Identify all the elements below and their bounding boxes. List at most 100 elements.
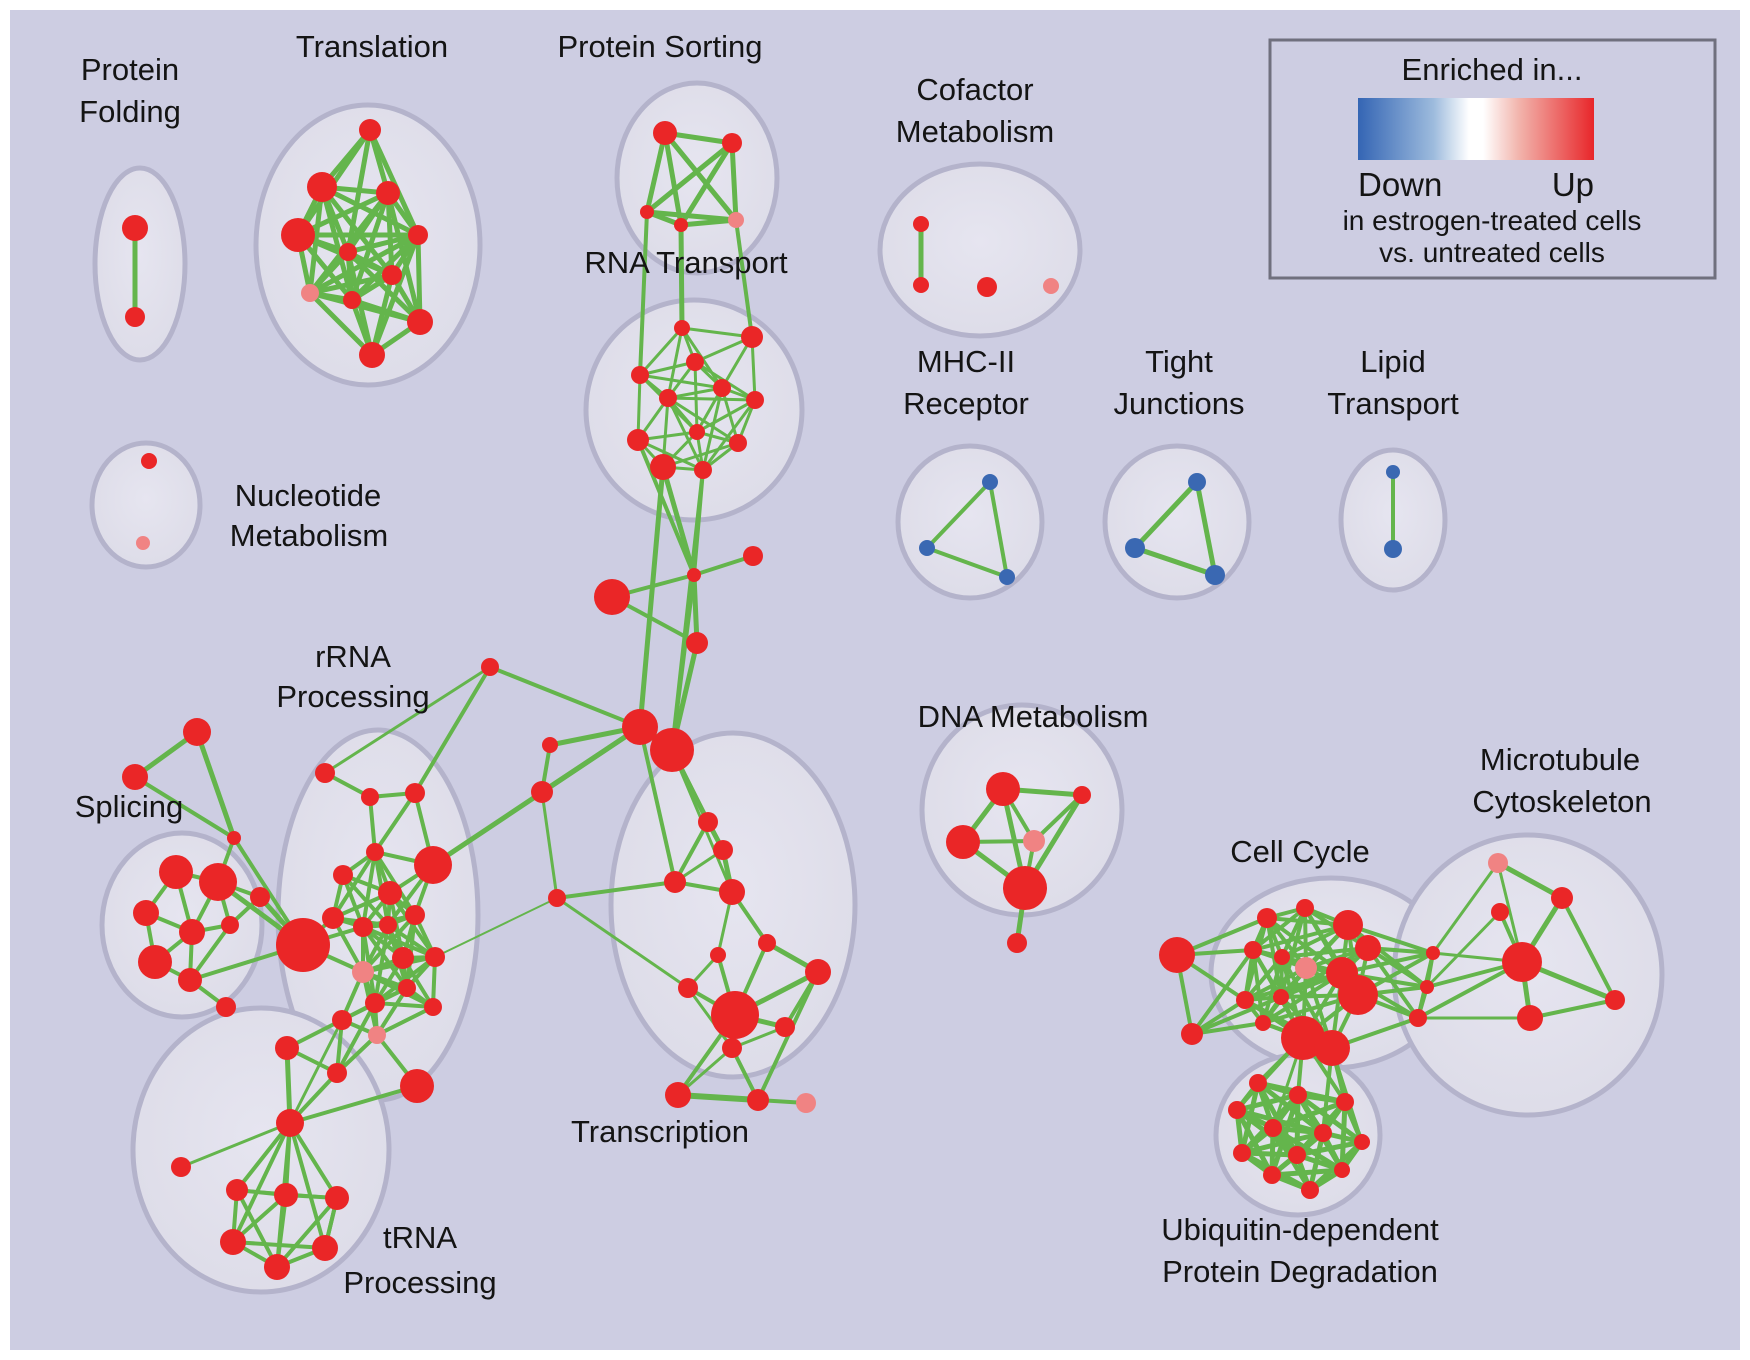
network-node <box>171 1157 191 1177</box>
network-edge <box>673 820 710 884</box>
network-edge <box>555 896 690 990</box>
network-node <box>687 568 701 582</box>
network-node <box>220 1229 246 1255</box>
network-node <box>368 1026 386 1044</box>
network-edge <box>235 1121 292 1192</box>
network-edge <box>194 729 237 841</box>
network-edge <box>349 232 421 303</box>
network-node <box>542 737 558 753</box>
network-edge <box>307 249 351 296</box>
network-edge <box>680 326 754 339</box>
cluster-label: Processing <box>276 679 429 714</box>
network-node <box>1386 465 1400 479</box>
cluster-label: Protein Sorting <box>557 29 762 64</box>
network-node <box>622 709 658 745</box>
network-edge <box>678 140 735 228</box>
network-node <box>376 181 400 205</box>
network-node <box>1125 538 1145 558</box>
network-edge <box>644 130 668 215</box>
network-node <box>1233 1144 1251 1162</box>
network-node <box>312 1235 338 1261</box>
network-edge <box>1431 861 1500 955</box>
cluster-label: Junctions <box>1114 386 1245 421</box>
network-edge <box>335 1001 377 1075</box>
network-edge <box>361 970 435 1009</box>
network-node <box>405 905 425 925</box>
network-node <box>1314 1124 1332 1142</box>
network-node <box>1605 990 1625 1010</box>
network-node <box>686 353 704 371</box>
network-edge <box>666 386 724 400</box>
network-node <box>1355 935 1381 961</box>
network-node <box>136 536 150 550</box>
network-node <box>1488 853 1508 873</box>
network-edge <box>367 127 421 238</box>
network-edge <box>693 360 699 434</box>
cluster-label: MHC-II <box>917 344 1015 379</box>
network-node <box>548 889 566 907</box>
network-node <box>1296 899 1314 917</box>
network-edge <box>1234 1092 1301 1113</box>
cluster-label: Cell Cycle <box>1230 834 1370 869</box>
network-node <box>664 871 686 893</box>
network-node <box>1314 1030 1350 1066</box>
network-node <box>1517 1005 1543 1031</box>
network-node <box>1338 975 1378 1015</box>
network-node <box>689 424 705 440</box>
network-node <box>594 579 630 615</box>
network-node <box>199 863 237 901</box>
network-node <box>378 881 402 905</box>
network-edge <box>925 480 992 550</box>
legend-subtitle-line1: in estrogen-treated cells <box>1343 205 1642 236</box>
cluster-ellipse-tight_junctions <box>1102 443 1252 601</box>
network-node <box>361 788 379 806</box>
cluster-label: Folding <box>79 94 181 129</box>
network-node <box>746 391 764 409</box>
network-node <box>353 917 373 937</box>
network-node <box>122 215 148 241</box>
network-node <box>627 429 649 451</box>
network-node <box>481 658 499 676</box>
cluster-label: rRNA <box>315 639 391 674</box>
network-node <box>1384 540 1402 558</box>
network-node <box>1336 1093 1354 1111</box>
network-node <box>327 1063 347 1083</box>
network-edge <box>701 398 757 472</box>
cluster-ellipse-trna <box>130 1005 392 1295</box>
network-node <box>805 959 831 985</box>
network-edge <box>1280 946 1370 959</box>
legend-box <box>1268 38 1717 280</box>
network-edge <box>638 373 724 390</box>
network-edge <box>307 232 421 296</box>
network-node <box>133 900 159 926</box>
cluster-label: Cytoskeleton <box>1472 784 1651 819</box>
network-node <box>713 840 733 860</box>
network-edge <box>1251 923 1350 952</box>
cluster-label: Translation <box>296 29 448 64</box>
network-node <box>1409 1009 1427 1027</box>
network-edge <box>341 873 390 927</box>
cluster-label: Lipid <box>1360 344 1426 379</box>
legend-down-label: Down <box>1358 166 1442 203</box>
network-node <box>339 243 357 261</box>
network-edge <box>1294 1139 1365 1158</box>
node-layer <box>122 119 1625 1280</box>
network-node <box>281 218 315 252</box>
network-node <box>227 831 241 845</box>
network-edge <box>638 360 697 377</box>
network-node <box>382 265 402 285</box>
network-edge <box>661 441 740 469</box>
cluster-label: Protein <box>81 52 179 87</box>
network-node <box>392 947 414 969</box>
network-edge <box>701 386 724 472</box>
network-edge <box>686 986 734 1050</box>
network-node <box>301 284 319 302</box>
network-edge <box>925 546 1009 579</box>
cluster-label: RNA Transport <box>584 245 788 280</box>
network-node <box>913 216 929 232</box>
network-node <box>352 961 374 983</box>
network-node <box>276 1109 304 1137</box>
cluster-ellipse-transcription <box>608 730 858 1080</box>
